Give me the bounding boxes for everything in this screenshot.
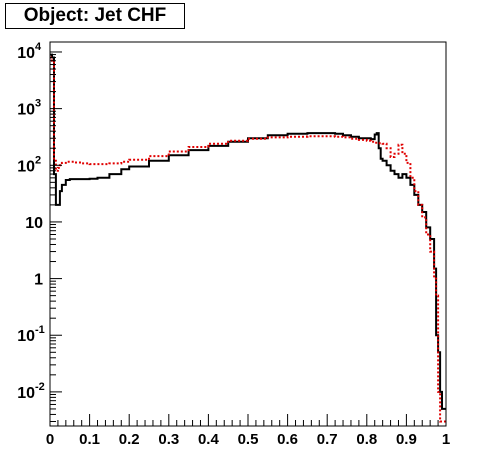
plot-frame (49, 41, 447, 427)
x-tick-label-3: 0.3 (158, 431, 179, 448)
y-tick-label-4: 10 (17, 158, 35, 175)
series-1-line (50, 53, 446, 410)
y-tick-label-1: 10 (17, 328, 35, 345)
series-2-line (50, 56, 446, 423)
y-tick-label-5: 10 (17, 102, 35, 119)
x-tick-label-2: 0.2 (119, 431, 140, 448)
y-tick-exponent-1: -1 (35, 324, 45, 336)
axis-layer: 0 0.1 0.2 0.3 0.4 0.5 0.6 0.7 0.8 0.9 110 -210 -1110… (17, 41, 450, 448)
x-tick-label-9: 0.9 (396, 431, 417, 448)
x-tick-label-0: 0 (46, 431, 54, 448)
y-tick-exponent-0: -2 (35, 381, 45, 393)
x-tick-label-4: 0.4 (198, 431, 220, 448)
y-tick-label-6: 10 (17, 45, 35, 62)
y-tick-exponent-5: 3 (35, 98, 41, 110)
x-tick-label-8: 0.8 (356, 431, 377, 448)
y-tick-exponent-6: 4 (35, 41, 42, 53)
x-tick-label-6: 0.6 (277, 431, 298, 448)
chart-title: Object: Jet CHF (5, 3, 185, 29)
x-tick-label-10: 1 (442, 431, 450, 448)
series-layer (50, 53, 446, 423)
y-tick-label-2: 1 (34, 272, 43, 289)
y-tick-exponent-4: 2 (35, 154, 41, 166)
x-tick-label-1: 0.1 (79, 431, 100, 448)
x-tick-label-5: 0.5 (238, 431, 259, 448)
y-tick-label-3: 10 (25, 215, 43, 232)
x-tick-label-7: 0.7 (317, 431, 338, 448)
y-tick-label-0: 10 (17, 385, 35, 402)
